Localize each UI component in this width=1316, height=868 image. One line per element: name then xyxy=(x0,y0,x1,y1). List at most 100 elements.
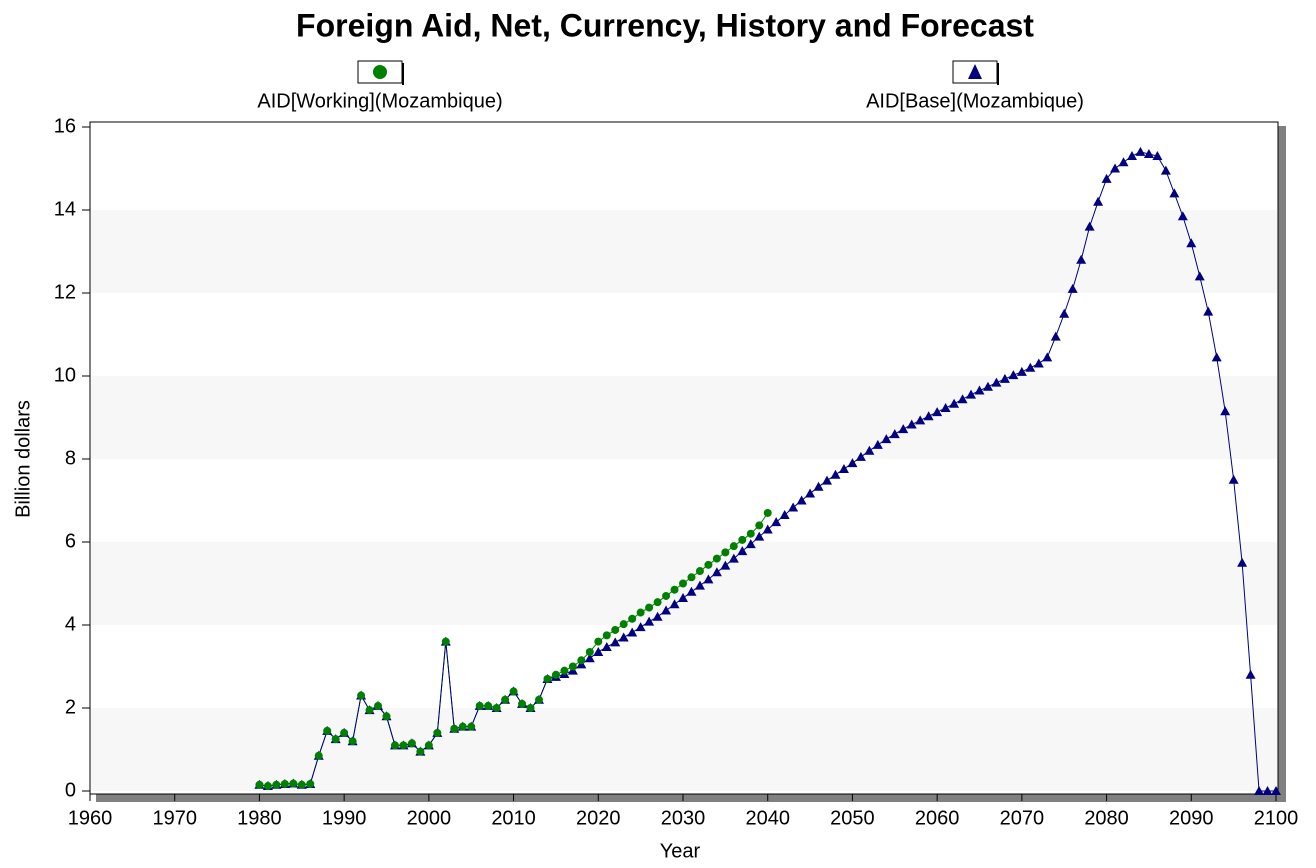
data-point xyxy=(712,554,721,563)
data-point xyxy=(652,611,663,621)
data-point xyxy=(1194,271,1205,281)
x-tick-label: 2070 xyxy=(1000,807,1045,829)
data-point xyxy=(813,481,824,491)
legend-marker xyxy=(968,64,982,79)
data-point xyxy=(1228,474,1239,484)
data-point xyxy=(1160,165,1171,175)
data-point xyxy=(475,701,484,710)
x-tick-label: 2020 xyxy=(576,807,621,829)
data-point xyxy=(711,567,722,577)
data-point xyxy=(601,641,612,651)
data-point xyxy=(593,646,604,656)
x-tick-label: 2010 xyxy=(491,807,536,829)
data-point xyxy=(297,780,306,789)
x-tick-label: 2090 xyxy=(1169,807,1214,829)
x-tick-label: 1980 xyxy=(237,807,282,829)
data-point xyxy=(433,728,442,737)
data-point xyxy=(754,531,765,541)
data-point xyxy=(628,614,637,623)
data-point xyxy=(889,429,900,439)
data-point xyxy=(1203,306,1214,316)
data-point xyxy=(610,637,621,647)
data-point xyxy=(407,739,416,748)
grid-band xyxy=(91,376,1277,459)
data-point xyxy=(1169,188,1180,198)
data-point xyxy=(560,666,569,675)
data-point xyxy=(618,632,629,642)
data-point xyxy=(289,779,298,788)
x-tick-label: 1960 xyxy=(68,807,113,829)
data-point xyxy=(526,704,535,712)
y-tick-label: 14 xyxy=(54,198,76,220)
y-axis-label: Billion dollars xyxy=(12,400,34,518)
data-point xyxy=(1135,146,1146,156)
data-point xyxy=(966,389,977,399)
data-point xyxy=(458,722,467,731)
data-point xyxy=(518,699,527,708)
data-point xyxy=(762,524,773,534)
data-point xyxy=(1118,157,1129,167)
data-point xyxy=(1211,352,1222,362)
data-point xyxy=(703,574,714,584)
data-point xyxy=(949,398,960,408)
data-point xyxy=(1067,283,1078,293)
data-point xyxy=(255,780,264,789)
chart-title: Foreign Aid, Net, Currency, History and … xyxy=(296,7,1034,43)
data-point xyxy=(584,653,595,663)
data-point xyxy=(1262,786,1273,795)
data-point xyxy=(788,502,799,512)
data-point xyxy=(635,622,646,632)
data-point xyxy=(923,411,934,421)
data-point xyxy=(679,579,687,588)
data-point xyxy=(991,377,1002,387)
data-point xyxy=(687,573,696,582)
x-tick-label: 2060 xyxy=(915,807,960,829)
data-point xyxy=(627,627,638,637)
x-tick-label: 2080 xyxy=(1084,807,1129,829)
y-tick-label: 8 xyxy=(65,447,76,469)
data-point xyxy=(1126,151,1137,161)
data-point xyxy=(737,546,748,556)
data-point xyxy=(484,701,493,710)
data-point xyxy=(838,463,849,473)
y-tick-label: 6 xyxy=(65,530,76,552)
data-point xyxy=(653,598,662,607)
data-point xyxy=(1177,211,1188,221)
y-tick-label: 12 xyxy=(54,281,76,303)
data-point xyxy=(543,674,552,683)
data-point xyxy=(932,407,943,417)
data-point xyxy=(585,647,594,656)
data-point xyxy=(1237,557,1248,567)
data-point xyxy=(365,706,374,715)
data-point xyxy=(374,701,383,710)
data-point xyxy=(619,620,628,629)
data-point xyxy=(331,735,340,744)
data-point xyxy=(670,585,679,594)
data-point xyxy=(399,741,408,750)
data-point xyxy=(720,560,731,570)
data-point xyxy=(745,539,756,549)
data-point xyxy=(416,747,425,756)
data-point xyxy=(577,656,586,665)
data-point xyxy=(662,591,671,600)
data-point xyxy=(694,580,705,590)
data-point xyxy=(272,780,281,789)
data-point xyxy=(1271,786,1281,795)
data-point xyxy=(467,722,476,731)
data-point xyxy=(568,662,577,671)
legend-label: AID[Base](Mozambique) xyxy=(866,90,1084,112)
data-point xyxy=(847,458,858,468)
data-point xyxy=(1110,163,1121,173)
data-point xyxy=(1059,308,1070,318)
grid-band xyxy=(91,708,1277,791)
legend-label: AID[Working](Mozambique) xyxy=(257,90,502,112)
data-point xyxy=(881,434,892,444)
data-point xyxy=(1101,173,1112,183)
data-point xyxy=(509,687,518,696)
data-point xyxy=(805,488,816,498)
data-point xyxy=(1025,362,1036,372)
data-point xyxy=(771,517,782,527)
data-point xyxy=(686,586,697,596)
data-point xyxy=(915,415,926,425)
